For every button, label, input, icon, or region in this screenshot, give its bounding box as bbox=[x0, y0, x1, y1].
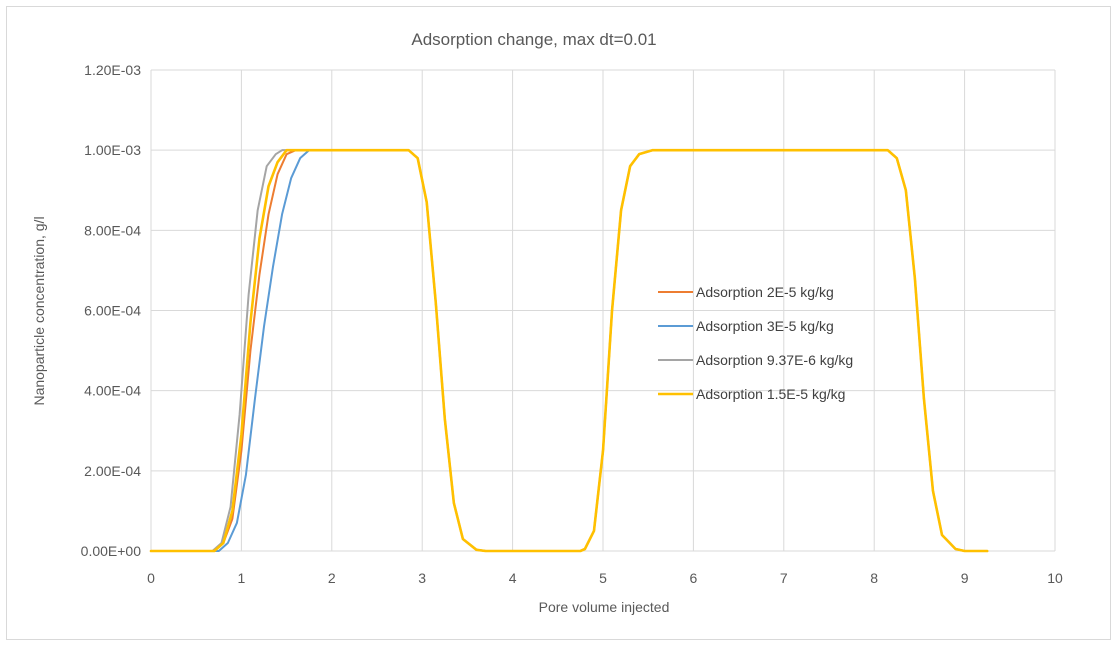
legend-label: Adsorption 1.5E-5 kg/kg bbox=[696, 386, 845, 402]
legend-label: Adsorption 9.37E-6 kg/kg bbox=[696, 352, 853, 368]
x-tick-label: 1 bbox=[238, 570, 246, 586]
x-tick-label: 9 bbox=[961, 570, 969, 586]
y-tick-label: 8.00E-04 bbox=[84, 222, 141, 238]
y-tick-label: 4.00E-04 bbox=[84, 383, 141, 399]
x-tick-label: 0 bbox=[147, 570, 155, 586]
x-tick-label: 4 bbox=[509, 570, 517, 586]
chart-title: Adsorption change, max dt=0.01 bbox=[411, 30, 656, 49]
chart-border bbox=[7, 7, 1111, 640]
y-tick-label: 1.00E-03 bbox=[84, 142, 141, 158]
x-tick-label: 3 bbox=[418, 570, 426, 586]
x-tick-label: 7 bbox=[780, 570, 788, 586]
legend-label: Adsorption 3E-5 kg/kg bbox=[696, 318, 834, 334]
legend-label: Adsorption 2E-5 kg/kg bbox=[696, 284, 834, 300]
x-tick-label: 10 bbox=[1047, 570, 1063, 586]
x-axis-title: Pore volume injected bbox=[539, 599, 670, 615]
y-tick-label: 2.00E-04 bbox=[84, 463, 141, 479]
y-tick-label: 6.00E-04 bbox=[84, 303, 141, 319]
y-axis-title: Nanoparticle concentration, g/l bbox=[31, 216, 47, 405]
x-tick-label: 6 bbox=[690, 570, 698, 586]
x-tick-label: 5 bbox=[599, 570, 607, 586]
x-tick-label: 2 bbox=[328, 570, 336, 586]
y-tick-label: 1.20E-03 bbox=[84, 62, 141, 78]
x-tick-label: 8 bbox=[870, 570, 878, 586]
y-tick-label: 0.00E+00 bbox=[81, 543, 142, 559]
